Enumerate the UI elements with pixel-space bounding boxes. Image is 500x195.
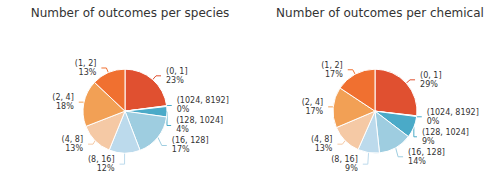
svg-text:17%: 17% <box>325 70 343 79</box>
svg-text:29%: 29% <box>420 80 438 89</box>
svg-text:(0, 1]: (0, 1] <box>420 71 442 80</box>
svg-text:(128, 1024]: (128, 1024] <box>176 116 223 125</box>
svg-text:9%: 9% <box>345 164 358 173</box>
svg-text:(2, 4]: (2, 4] <box>52 93 74 102</box>
svg-text:0%: 0% <box>177 105 190 114</box>
svg-text:(8, 16]: (8, 16] <box>88 155 115 164</box>
svg-text:(1024, 8192]: (1024, 8192] <box>427 108 479 117</box>
svg-text:13%: 13% <box>79 68 97 77</box>
svg-text:0%: 0% <box>427 117 440 126</box>
svg-text:17%: 17% <box>172 145 190 154</box>
svg-text:Number of outcomes per species: Number of outcomes per species <box>31 6 230 20</box>
svg-text:(16, 128]: (16, 128] <box>408 148 445 157</box>
svg-text:(2, 4]: (2, 4] <box>302 98 324 107</box>
svg-text:(1, 2]: (1, 2] <box>321 61 343 70</box>
svg-text:Number of outcomes per chemica: Number of outcomes per chemical <box>276 6 484 20</box>
svg-text:14%: 14% <box>408 157 426 166</box>
svg-text:(128, 1024]: (128, 1024] <box>422 128 469 137</box>
svg-text:13%: 13% <box>315 144 333 153</box>
svg-text:(8, 16]: (8, 16] <box>331 155 358 164</box>
svg-text:17%: 17% <box>305 107 323 116</box>
svg-text:(16, 128]: (16, 128] <box>172 136 209 145</box>
svg-text:4%: 4% <box>176 125 189 134</box>
svg-text:9%: 9% <box>422 137 435 146</box>
svg-text:(4, 8]: (4, 8] <box>311 135 333 144</box>
svg-text:23%: 23% <box>166 76 184 85</box>
svg-text:13%: 13% <box>65 144 83 153</box>
svg-text:(4, 8]: (4, 8] <box>62 135 84 144</box>
svg-text:(1024, 8192]: (1024, 8192] <box>177 96 229 105</box>
svg-text:18%: 18% <box>56 102 74 111</box>
svg-text:(1, 2]: (1, 2] <box>75 59 97 68</box>
svg-text:(0, 1]: (0, 1] <box>166 67 188 76</box>
svg-text:12%: 12% <box>97 164 115 173</box>
